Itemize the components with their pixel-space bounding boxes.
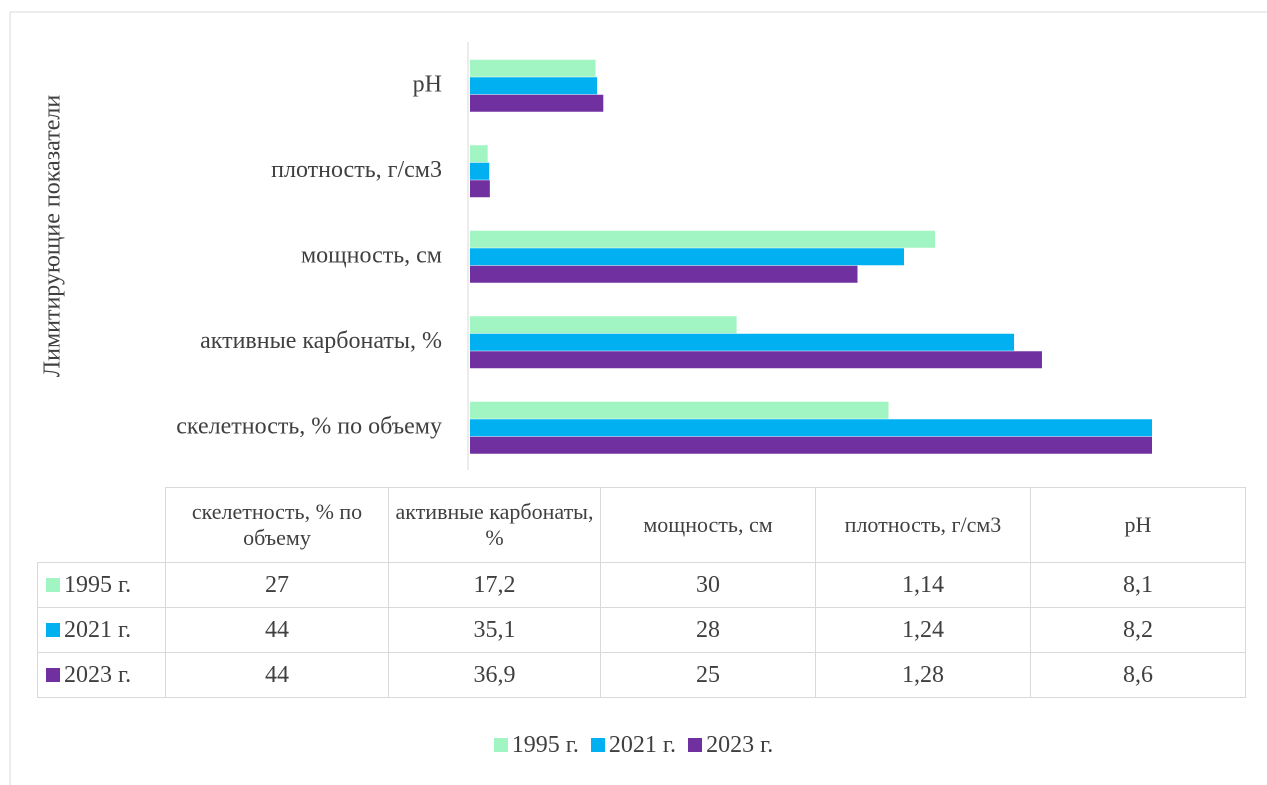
table-value: 1,14	[815, 562, 1031, 608]
legend-label: 2023 г.	[706, 732, 774, 758]
bar	[470, 265, 858, 283]
y-tick-label: pH	[413, 72, 442, 98]
table-value: 8,1	[1030, 562, 1246, 608]
legend-item: 2023 г.	[688, 732, 773, 758]
table-value: 1,28	[815, 652, 1031, 698]
legend-label: 2021 г.	[64, 616, 132, 643]
table-legend-cell: 2023 г.	[37, 652, 166, 698]
legend-label: 2021 г.	[608, 732, 677, 758]
legend: 1995 г. 2021 г. 2023 г.	[0, 732, 1267, 759]
table-value: 1,24	[815, 607, 1031, 653]
legend-item: 2021 г.	[590, 732, 677, 758]
table-value: 25	[600, 652, 816, 698]
bar	[470, 162, 490, 180]
table-value: 8,2	[1030, 607, 1246, 653]
bar	[470, 333, 1015, 351]
table-value: 28	[600, 607, 816, 653]
bar	[470, 436, 1152, 454]
table-value: 30	[600, 562, 816, 608]
legend-label: 2023 г.	[64, 661, 132, 688]
table-header-cell: pH	[1030, 487, 1246, 563]
table-value: 44	[165, 607, 389, 653]
y-tick-label: скелетность, % по объему	[176, 414, 442, 440]
table-header-row: скелетность, % по объему активные карбона…	[37, 487, 1246, 563]
legend-swatch	[46, 667, 60, 682]
bar	[470, 316, 737, 334]
bar	[470, 401, 889, 419]
table-value: 17,2	[388, 562, 601, 608]
table-header-cell: мощность, см	[600, 487, 816, 563]
legend-swatch	[688, 738, 703, 752]
legend-swatch	[590, 738, 605, 752]
y-axis-title: Лимитирующие показатели	[40, 95, 66, 377]
bar	[470, 230, 935, 248]
y-tick-label: активные карбонаты, %	[200, 328, 442, 354]
bar	[470, 77, 598, 95]
table-value: 35,1	[388, 607, 601, 653]
table-row: 2023 г. 44 36,9 25 1,28 8,6	[37, 652, 1246, 698]
bar	[470, 419, 1152, 437]
y-tick-label: мощность, см	[301, 243, 442, 269]
table-header-cell: активные карбонаты, %	[388, 487, 601, 563]
bar	[470, 94, 604, 112]
data-table: скелетность, % по объему активные карбона…	[37, 487, 1246, 698]
table-row: 1995 г. 27 17,2 30 1,14 8,1	[37, 562, 1246, 608]
table-value: 44	[165, 652, 389, 698]
legend-label: 1995 г.	[64, 571, 132, 598]
bar	[470, 59, 596, 77]
table-value: 8,6	[1030, 652, 1246, 698]
legend-label: 1995 г.	[511, 732, 579, 758]
table-value: 27	[165, 562, 389, 608]
legend-item: 1995 г.	[493, 732, 579, 758]
bar	[470, 180, 490, 198]
table-value: 36,9	[388, 652, 601, 698]
bar	[470, 145, 488, 163]
table-legend-cell: 1995 г.	[37, 562, 166, 608]
table-header-cell: скелетность, % по объему	[165, 487, 389, 563]
table-corner	[37, 487, 166, 563]
table-row: 2021 г. 44 35,1 28 1,24 8,2	[37, 607, 1246, 653]
bar	[470, 351, 1042, 369]
y-tick-label: плотность, г/см3	[271, 157, 442, 183]
legend-swatch	[46, 622, 60, 637]
legend-swatch	[493, 738, 508, 752]
table-header-cell: плотность, г/см3	[815, 487, 1031, 563]
legend-swatch	[46, 577, 60, 592]
table-legend-cell: 2021 г.	[37, 607, 166, 653]
bar	[470, 248, 904, 266]
